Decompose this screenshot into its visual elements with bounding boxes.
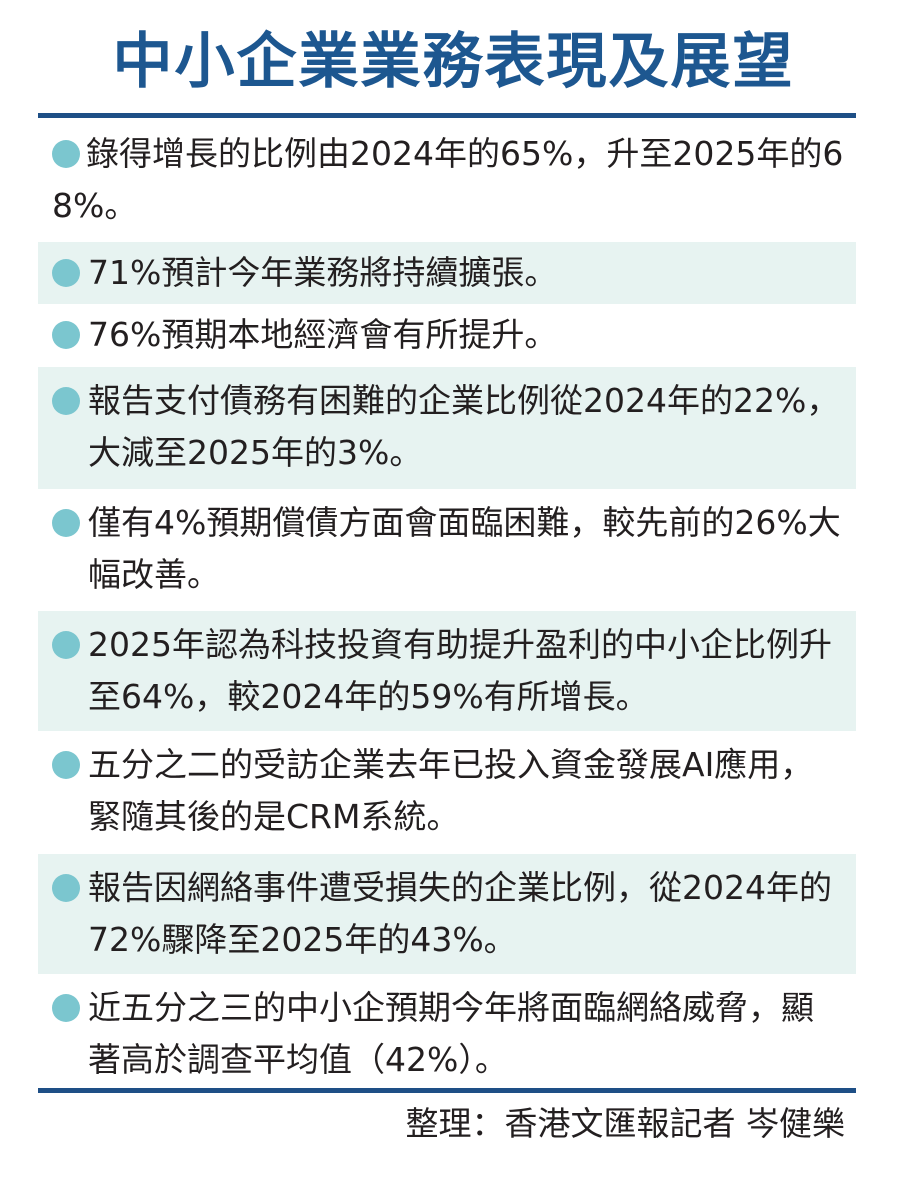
bullet-icon	[52, 994, 80, 1022]
finding-item-2: 71%預計今年業務將持續擴張。	[38, 242, 856, 304]
finding-text: 五分之二的受訪企業去年已投入資金發展AI應用，緊隨其後的是CRM系統。	[88, 745, 814, 836]
finding-text: 2025年認為科技投資有助提升盈利的中小企比例升至64%，較2024年的59%有…	[88, 625, 832, 716]
finding-item-8: 報告因網絡事件遭受損失的企業比例，從2024年的72%驟降至2025年的43%。	[38, 854, 856, 974]
finding-text: 76%預期本地經濟會有所提升。	[88, 315, 558, 354]
top-divider	[38, 113, 856, 118]
bullet-icon	[52, 631, 80, 659]
finding-item-5: 僅有4%預期償債方面會面臨困難，較先前的26%大幅改善。	[38, 489, 856, 611]
bullet-icon	[52, 387, 80, 415]
bullet-icon	[52, 259, 80, 287]
finding-text: 近五分之三的中小企預期今年將面臨網絡威脅，顯著高於調查平均值（42%）。	[88, 988, 814, 1079]
bullet-icon	[52, 321, 80, 349]
finding-item-4: 報告支付債務有困難的企業比例從2024年的22%，大減至2025年的3%。	[38, 367, 856, 489]
findings-list: 錄得增長的比例由2024年的65%，升至2025年的68%。 71%預計今年業務…	[38, 118, 856, 1088]
bullet-icon	[52, 140, 80, 168]
finding-item-9: 近五分之三的中小企預期今年將面臨網絡威脅，顯著高於調查平均值（42%）。	[38, 974, 856, 1088]
page-title: 中小企業業務表現及展望	[112, 27, 795, 97]
finding-text: 僅有4%預期償債方面會面臨困難，較先前的26%大幅改善。	[88, 503, 841, 594]
bottom-divider	[38, 1088, 856, 1093]
finding-item-6: 2025年認為科技投資有助提升盈利的中小企比例升至64%，較2024年的59%有…	[38, 611, 856, 731]
bullet-icon	[52, 874, 80, 902]
finding-item-3: 76%預期本地經濟會有所提升。	[38, 304, 856, 367]
finding-item-7: 五分之二的受訪企業去年已投入資金發展AI應用，緊隨其後的是CRM系統。	[38, 731, 856, 854]
finding-text: 錄得增長的比例由2024年的65%，升至2025年的68%。	[52, 134, 844, 225]
finding-text: 71%預計今年業務將持續擴張。	[88, 253, 558, 292]
bullet-icon	[52, 509, 80, 537]
credit-line: 整理：香港文匯報記者 岑健樂	[405, 1104, 846, 1143]
bullet-icon	[52, 751, 80, 779]
finding-item-1: 錄得增長的比例由2024年的65%，升至2025年的68%。	[38, 118, 856, 242]
finding-text: 報告因網絡事件遭受損失的企業比例，從2024年的72%驟降至2025年的43%。	[88, 868, 832, 959]
finding-text: 報告支付債務有困難的企業比例從2024年的22%，大減至2025年的3%。	[88, 381, 840, 472]
